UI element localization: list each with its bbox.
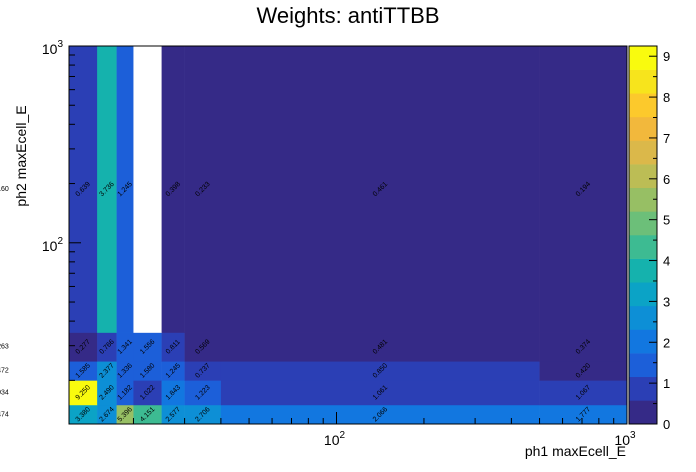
heatmap-cell: [161, 361, 185, 381]
heatmap-cell: [161, 332, 185, 362]
plot-frame: [68, 45, 628, 425]
x-tick-label: 102: [324, 430, 346, 448]
x-tick-label: 103: [614, 430, 636, 448]
heatmap-cell: [184, 361, 222, 381]
colorbar-tick-label: 0: [663, 417, 670, 432]
heatmap-cell: [133, 404, 162, 425]
heatmap-cell: [220, 361, 540, 381]
colorbar: 0 1 2 3 4 5 6 7 8 9: [628, 45, 670, 432]
y-axis-label: ph2 maxEcell_E: [13, 105, 29, 206]
cell-value-label: 0.934: [0, 389, 9, 396]
colorbar-swatch: [629, 329, 657, 354]
heatmap-cell: [539, 332, 628, 362]
heatmap-cell: [220, 332, 540, 362]
heatmap-cell: [97, 332, 117, 362]
heatmap-cell: [97, 361, 117, 381]
colorbar-swatch: [629, 258, 657, 283]
y-tick-label: 103: [42, 39, 64, 57]
heatmap-cell: [69, 332, 98, 362]
heatmap-cell: [69, 380, 98, 406]
heatmap-cell: [539, 404, 628, 425]
colorbar-swatch: [629, 93, 657, 118]
x-axis-label: ph1 maxEcell_E: [525, 443, 626, 459]
heatmap-cell: [161, 46, 185, 333]
heatmap-cell: [161, 380, 185, 406]
colorbar-swatch: [629, 46, 657, 70]
colorbar-swatch: [629, 235, 657, 259]
colorbar-tick-label: 1: [663, 376, 670, 391]
heatmap-cell: [184, 332, 222, 362]
heatmap-cell: [539, 46, 628, 333]
colorbar-swatch: [629, 140, 657, 165]
heatmap-cell: [116, 332, 134, 362]
colorbar-tick-label: 2: [663, 335, 670, 350]
colorbar-swatch: [629, 211, 657, 236]
cell-value-label: 0.160: [0, 186, 9, 193]
heatmap-cell: [116, 380, 134, 406]
heatmap-cell: [97, 46, 117, 333]
colorbar-swatch: [629, 69, 657, 94]
colorbar-tick-label: 9: [663, 49, 670, 64]
heatmap-cell: [133, 361, 162, 381]
colorbar-tick-label: 8: [663, 90, 670, 105]
heatmap-cell: [69, 361, 98, 381]
axes: 102 103 102 103: [42, 39, 636, 448]
heatmap-cell: [184, 46, 222, 333]
colorbar-swatch: [629, 353, 657, 378]
colorbar-swatch: [629, 305, 657, 330]
heatmap-cell: [161, 404, 185, 425]
y-tick-label: 102: [42, 236, 64, 254]
heatmap-cell: [69, 46, 98, 333]
heatmap-cell: [116, 46, 134, 333]
heatmap-cell: [220, 380, 540, 406]
heatmap-cell: [69, 404, 98, 425]
heatmap-cell: [97, 404, 117, 425]
heatmap-cell: [184, 404, 222, 425]
colorbar-swatch: [629, 164, 657, 189]
colorbar-swatch: [629, 116, 657, 141]
colorbar-swatch: [629, 187, 657, 212]
heatmap-cells: [69, 46, 628, 425]
colorbar-tick-label: 4: [663, 254, 670, 269]
colorbar-swatch: [629, 282, 657, 307]
colorbar-tick-label: 3: [663, 294, 670, 309]
colorbar-swatch: [629, 376, 657, 401]
heatmap-cell: [184, 380, 222, 406]
heatmap-cell: [97, 380, 117, 406]
heatmap-cell: [539, 361, 628, 381]
cell-value-label: 1.474: [0, 411, 9, 418]
cell-value-label: 0.472: [0, 368, 9, 375]
colorbar-tick-label: 7: [663, 131, 670, 146]
colorbar-tick-label: 6: [663, 172, 670, 187]
colorbar-swatch: [629, 400, 657, 425]
heatmap-cell: [539, 380, 628, 406]
heatmap-cell: [116, 404, 134, 425]
colorbar-frame: [628, 45, 658, 425]
chart-title: Weights: antiTTBB: [257, 3, 440, 28]
heatmap-cell: [133, 46, 162, 333]
heatmap-cell: [220, 46, 540, 333]
heatmap-cell: [133, 332, 162, 362]
heatmap-cell: [220, 404, 540, 425]
colorbar-tick-label: 5: [663, 213, 670, 228]
heatmap-cell: [116, 361, 134, 381]
cell-value-label: 0.263: [0, 344, 9, 351]
heatmap-cell: [133, 380, 162, 406]
